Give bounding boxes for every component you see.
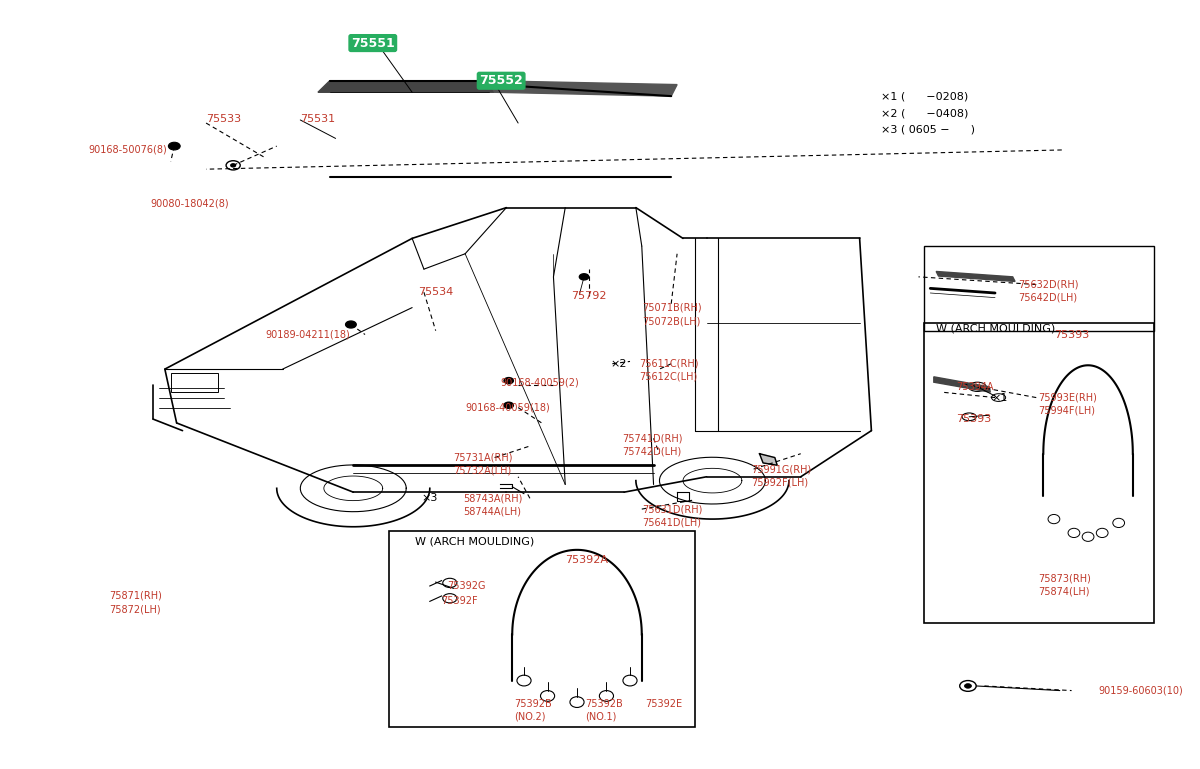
Text: 75741D(RH): 75741D(RH) (622, 433, 683, 444)
Text: 75533: 75533 (206, 114, 241, 125)
Bar (924, 323, 1154, 623)
Text: 90189-04211(18): 90189-04211(18) (265, 329, 349, 340)
Text: 75534: 75534 (418, 287, 454, 298)
Text: 75731A(RH): 75731A(RH) (454, 452, 512, 463)
Text: 75392A: 75392A (565, 554, 608, 565)
Text: 75872(LH): 75872(LH) (109, 604, 161, 614)
Bar (924, 246, 1154, 331)
Polygon shape (488, 81, 677, 96)
Ellipse shape (168, 142, 180, 150)
Text: ×2 (      −0408): ×2 ( −0408) (881, 108, 968, 118)
Text: 75071B(RH): 75071B(RH) (642, 302, 701, 313)
Text: 58743A(RH): 58743A(RH) (463, 493, 522, 504)
Text: ×3: ×3 (421, 493, 438, 504)
Ellipse shape (580, 274, 589, 280)
Ellipse shape (346, 321, 356, 328)
Text: 75392B: 75392B (586, 698, 623, 709)
Text: 90168-50076(8): 90168-50076(8) (89, 145, 167, 155)
Text: 75394A: 75394A (956, 381, 994, 392)
Text: 75551: 75551 (350, 37, 395, 49)
Text: ×2: ×2 (610, 358, 626, 369)
Text: 90159-60603(10): 90159-60603(10) (1099, 685, 1183, 696)
Text: 75993E(RH): 75993E(RH) (1039, 392, 1098, 403)
Text: 90168-40059(18): 90168-40059(18) (466, 402, 550, 413)
Text: 75874(LH): 75874(LH) (1039, 586, 1090, 597)
Text: 75792: 75792 (571, 291, 607, 301)
Text: 75994F(LH): 75994F(LH) (1039, 405, 1096, 416)
Text: 75732A(LH): 75732A(LH) (454, 465, 511, 476)
Text: 90080-18042(8): 90080-18042(8) (151, 198, 229, 209)
Text: 75611C(RH): 75611C(RH) (640, 358, 698, 369)
Ellipse shape (504, 378, 514, 384)
Text: 75393: 75393 (956, 414, 991, 424)
Text: 75632D(RH): 75632D(RH) (1019, 279, 1079, 290)
Text: 75992F(LH): 75992F(LH) (751, 477, 809, 488)
Bar (389, 531, 695, 727)
Text: 75612C(LH): 75612C(LH) (640, 371, 697, 382)
Text: 75531: 75531 (300, 114, 336, 125)
Ellipse shape (965, 684, 972, 688)
Text: (NO.2): (NO.2) (515, 711, 546, 722)
Text: 75072B(LH): 75072B(LH) (642, 316, 700, 327)
Text: 75873(RH): 75873(RH) (1039, 573, 1092, 584)
Text: 75991G(RH): 75991G(RH) (751, 464, 811, 474)
Text: (NO.1): (NO.1) (586, 711, 617, 722)
Bar (170, 373, 218, 392)
Text: 75631D(RH): 75631D(RH) (642, 504, 702, 514)
Text: 75392F: 75392F (442, 596, 479, 607)
Text: 90168-40059(2): 90168-40059(2) (500, 378, 580, 388)
Ellipse shape (504, 402, 514, 408)
Text: ×1: ×1 (991, 392, 1008, 403)
Text: W (ARCH MOULDING): W (ARCH MOULDING) (936, 323, 1056, 334)
Text: 75742D(LH): 75742D(LH) (622, 446, 682, 457)
Text: 75552: 75552 (479, 75, 523, 87)
Text: 58744A(LH): 58744A(LH) (463, 506, 521, 517)
Text: 75641D(LH): 75641D(LH) (642, 517, 701, 528)
Text: ×3 ( 0605 −      ): ×3 ( 0605 − ) (881, 125, 974, 135)
Text: ×1 (      −0208): ×1 ( −0208) (881, 91, 968, 102)
Text: 75392G: 75392G (448, 581, 486, 591)
Text: 75642D(LH): 75642D(LH) (1019, 292, 1078, 303)
Polygon shape (760, 454, 778, 465)
Polygon shape (318, 81, 494, 92)
Polygon shape (936, 271, 1015, 281)
Text: W (ARCH MOULDING): W (ARCH MOULDING) (414, 536, 534, 547)
Text: 75392E: 75392E (646, 698, 683, 709)
Polygon shape (934, 377, 990, 392)
Text: 75392B: 75392B (515, 698, 552, 709)
Ellipse shape (230, 164, 235, 167)
Text: 75871(RH): 75871(RH) (109, 591, 162, 601)
Text: 75393: 75393 (1054, 329, 1090, 340)
